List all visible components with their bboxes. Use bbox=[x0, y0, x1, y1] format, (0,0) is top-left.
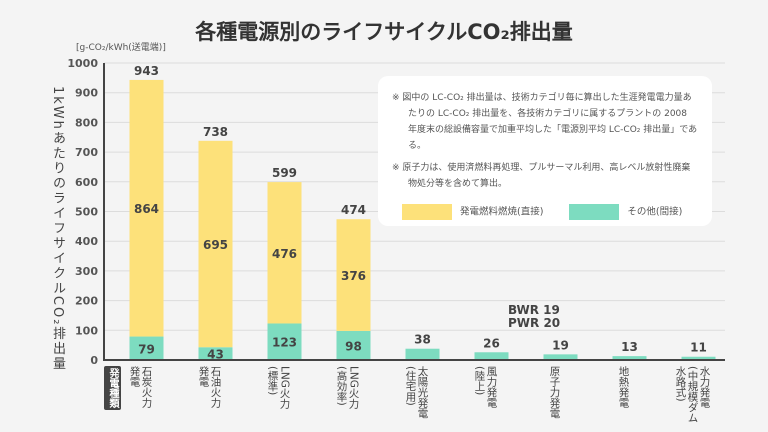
bwr-label: BWR 19 bbox=[508, 303, 560, 317]
bar-segment bbox=[198, 347, 233, 360]
bar-value-label: 376 bbox=[341, 269, 366, 283]
bar-value-label: 695 bbox=[203, 238, 228, 252]
y-tick-label: 100 bbox=[75, 324, 98, 337]
bar-value-label: 123 bbox=[272, 336, 297, 350]
legend-label-direct: 発電燃料燃焼(直接) bbox=[460, 206, 544, 218]
bar-segment bbox=[336, 330, 371, 360]
category-label: 太陽光発電 (住宅用) bbox=[404, 366, 429, 419]
y-tick-label: 700 bbox=[75, 146, 98, 159]
y-tick-label: 500 bbox=[75, 206, 98, 219]
bar-segment bbox=[198, 140, 233, 348]
bar-total-label: 943 bbox=[134, 64, 159, 78]
unit-label: [g-CO₂/kWh(送電端)] bbox=[76, 43, 166, 53]
category-label: 地熱発電 bbox=[617, 366, 630, 408]
bar-segment bbox=[267, 323, 302, 360]
bar-segment bbox=[405, 348, 440, 360]
bar-total-label: 738 bbox=[203, 125, 228, 139]
y-tick-label: 800 bbox=[75, 116, 98, 129]
legend-item-direct: 発電燃料燃焼(直接) bbox=[402, 204, 543, 221]
nuclear-annotation: BWR 19 PWR 20 bbox=[508, 304, 560, 330]
legend: 発電燃料燃焼(直接) その他(間接) bbox=[392, 204, 698, 221]
notes-box: ※ 図中の LC-CO₂ 排出量は、技術カテゴリ毎に算出した生涯発電電力量あたり… bbox=[378, 76, 712, 226]
bar-total-label: 13 bbox=[621, 340, 638, 354]
chart-title: 各種電源別のライフサイクルCO₂排出量 bbox=[195, 20, 573, 44]
bar-segment bbox=[543, 354, 578, 360]
y-axis-label: 1kWhあたりのライフサイクルCO₂排出量 bbox=[50, 86, 65, 372]
bar-total-label: 599 bbox=[272, 166, 297, 180]
bar-value-label: 79 bbox=[138, 342, 155, 356]
category-label: 石油火力 発電 bbox=[197, 366, 222, 408]
bar-total-label: 26 bbox=[483, 336, 500, 350]
bar-segment bbox=[129, 79, 164, 337]
bar-segment bbox=[474, 352, 509, 360]
legend-swatch-direct bbox=[402, 204, 452, 220]
bar-value-label: 864 bbox=[134, 202, 159, 216]
category-label: LNG火力 (標準) bbox=[266, 366, 291, 409]
bar-segment bbox=[612, 356, 647, 360]
y-tick-label: 300 bbox=[75, 265, 98, 278]
y-tick-label: 400 bbox=[75, 235, 98, 248]
category-label: 原子力発電 bbox=[548, 366, 561, 419]
category-label: LNG火力 (高効率) bbox=[335, 366, 360, 409]
y-tick-label: 0 bbox=[90, 354, 98, 367]
bar-value-label: 98 bbox=[345, 339, 362, 353]
note-2: ※ 原子力は、使用済燃料再処理、プルサーマル利用、高レベル放射性廃棄物処分等を含… bbox=[392, 163, 691, 189]
y-tick-label: 200 bbox=[75, 295, 98, 308]
bar-value-label: 476 bbox=[272, 247, 297, 261]
category-label: 石炭火力 発電 bbox=[128, 366, 153, 408]
y-tick-label: 1000 bbox=[67, 57, 98, 70]
bar-value-label: 43 bbox=[207, 348, 224, 362]
bar-segment bbox=[336, 219, 371, 331]
bar-total-label: 38 bbox=[414, 333, 431, 347]
bar-total-label: 474 bbox=[341, 203, 366, 217]
bar-total-label: 11 bbox=[690, 341, 707, 355]
legend-swatch-indirect bbox=[569, 204, 620, 220]
bar-segment bbox=[681, 356, 716, 360]
category-label: 水力発電 (中規模ダム 水路式) bbox=[674, 366, 711, 423]
legend-label-indirect: その他(間接) bbox=[627, 206, 683, 218]
y-tick-label: 600 bbox=[75, 176, 98, 189]
y-tick-label: 900 bbox=[75, 87, 98, 100]
note-1: ※ 図中の LC-CO₂ 排出量は、技術カテゴリ毎に算出した生涯発電電力量あたり… bbox=[392, 93, 698, 151]
bar-total-label: 19 bbox=[552, 338, 569, 352]
legend-item-indirect: その他(間接) bbox=[569, 204, 682, 221]
bar-segment bbox=[129, 336, 164, 360]
category-header: 発電種類 bbox=[104, 366, 121, 410]
pwr-label: PWR 20 bbox=[508, 316, 561, 330]
category-label: 風力発電 (陸上) bbox=[473, 366, 498, 408]
bar-segment bbox=[267, 182, 302, 324]
